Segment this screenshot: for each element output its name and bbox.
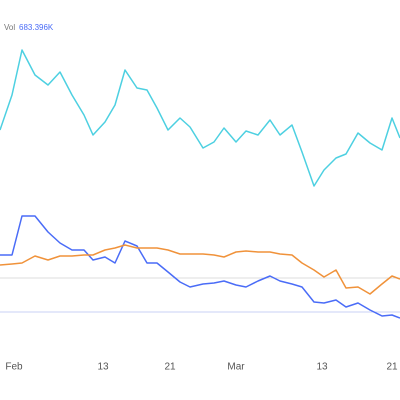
- x-tick-label: 21: [164, 362, 176, 373]
- x-tick-label: Feb: [5, 362, 23, 373]
- x-tick-label: Mar: [227, 362, 245, 373]
- x-tick-label: 13: [316, 362, 328, 373]
- x-tick-label: 13: [97, 362, 109, 373]
- x-tick-label: 21: [386, 362, 398, 373]
- series-line: [0, 49, 400, 187]
- volume-value: 683.396K: [19, 23, 54, 32]
- series-line: [0, 244, 400, 295]
- series-line: [0, 215, 400, 319]
- volume-label: Vol: [4, 23, 15, 32]
